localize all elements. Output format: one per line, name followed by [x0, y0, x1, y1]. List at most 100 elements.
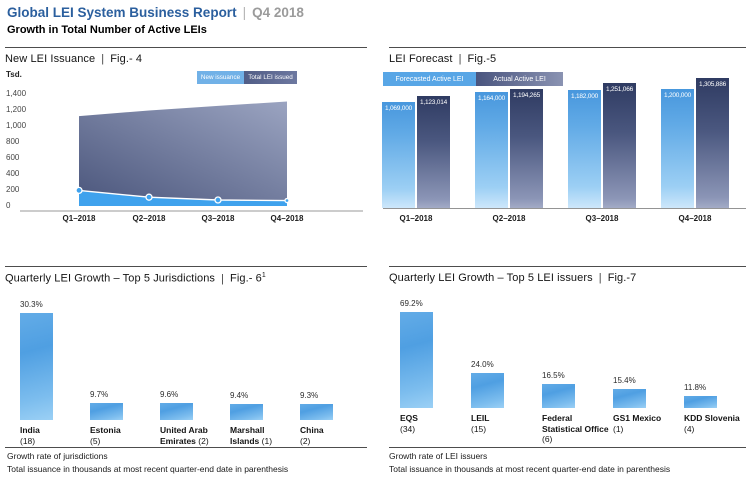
category-total: (1) — [259, 435, 273, 446]
fig7-footnote-1: Growth rate of LEI issuers — [389, 451, 488, 461]
divider-foot-right — [389, 447, 746, 448]
category-name: Emirates — [160, 435, 196, 446]
legend-item-actual-active-lei: Actual Active LEI — [476, 72, 563, 86]
xtick-label: Q4–2018 — [270, 214, 304, 223]
category-name: United Arab — [160, 425, 208, 435]
new-issuance-line — [78, 189, 288, 202]
ytick-label: 0 — [6, 201, 11, 210]
category-label-line: China — [300, 425, 324, 436]
xtick-label: Q3–2018 — [585, 214, 619, 223]
category-name: China — [300, 425, 324, 435]
category-label: KDD Slovenia (4) — [684, 413, 740, 434]
category-label: Estonia (5) — [90, 425, 121, 446]
fig7-title-text: Quarterly LEI Growth – Top 5 LEI issuers — [389, 272, 593, 284]
bar-value-label: 1,164,000 — [477, 95, 506, 103]
data-point-marker — [214, 196, 222, 204]
category-label-line: (4) — [684, 424, 740, 435]
category-total: (5) — [90, 435, 101, 446]
xtick-label: Q1–2018 — [399, 214, 433, 223]
category-label-line: Statistical Office — [542, 424, 609, 435]
title-separator: | — [242, 5, 247, 20]
jurisdiction-bar — [90, 403, 123, 420]
category-total: (1) — [613, 423, 624, 434]
percent-label: 9.6% — [160, 390, 179, 399]
fig4-area-chart — [20, 101, 363, 212]
ytick-label: 400 — [6, 169, 20, 178]
fig5-fig-label: Fig.-5 — [467, 53, 497, 65]
category-label: LEIL (15) — [471, 413, 489, 434]
divider-mid-right — [389, 266, 746, 267]
fig6-title-text: Quarterly LEI Growth – Top 5 Jurisdictio… — [5, 272, 216, 285]
percent-label: 16.5% — [542, 371, 565, 380]
percent-label: 15.4% — [613, 376, 636, 385]
report-subtitle: Growth in Total Number of Active LEIs — [7, 24, 207, 36]
bar-value-label: 1,200,000 — [663, 91, 692, 99]
xtick-label: Q2–2018 — [132, 214, 166, 223]
divider-mid-left — [5, 266, 367, 267]
fig6-title-sep: | — [221, 272, 224, 285]
category-label-line: (6) — [542, 434, 609, 445]
issuer-bar — [542, 384, 575, 408]
divider-foot-left — [5, 447, 367, 448]
category-name: Statistical Office — [542, 423, 609, 434]
fig6-footnote-2: Total issuance in thousands at most rece… — [7, 464, 289, 474]
category-label-line: (18) — [20, 436, 40, 447]
fig5-x-axis-line — [383, 208, 746, 209]
fig6-footnote-1: Growth rate of jurisdictions — [7, 451, 108, 461]
divider-top-right — [389, 47, 746, 48]
category-name: EQS — [400, 413, 418, 423]
area-series-total-lei-issued — [79, 101, 287, 201]
fig4-title: New LEI Issuance | Fig.- 4 — [5, 53, 142, 65]
category-label-line: KDD Slovenia — [684, 413, 740, 424]
category-label: GS1 Mexico (1) — [613, 413, 661, 434]
bar-value-label: 1,194,265 — [512, 92, 541, 100]
fig4-legend: New issuance Total LEI issued — [197, 71, 297, 84]
jurisdiction-bar — [300, 404, 333, 420]
category-label-line: Marshall — [230, 425, 272, 436]
category-label-line: LEIL — [471, 413, 489, 424]
jurisdiction-bar — [230, 404, 263, 420]
data-point-marker — [284, 197, 290, 204]
category-label: China (2) — [300, 425, 324, 446]
xtick-label: Q4–2018 — [678, 214, 712, 223]
percent-label: 69.2% — [400, 299, 423, 308]
fig6-title: Quarterly LEI Growth – Top 5 Jurisdictio… — [5, 272, 266, 285]
issuer-bar — [684, 396, 717, 408]
fig6-fig-label: Fig.- 6 — [230, 272, 262, 285]
forecast-bar: 1,182,000 — [568, 90, 601, 208]
xtick-label: Q3–2018 — [201, 214, 235, 223]
issuer-bar — [400, 312, 433, 408]
category-name: Estonia — [90, 425, 121, 435]
percent-label: 11.8% — [684, 383, 707, 392]
bar-value-label: 1,123,014 — [419, 99, 448, 107]
bar-value-label: 1,305,886 — [698, 81, 727, 88]
category-label-line: (5) — [90, 436, 121, 447]
category-label: India (18) — [20, 425, 40, 446]
actual-bar: 1,251,066 — [603, 83, 636, 208]
fig7-footnote-2: Total issuance in thousands at most rece… — [389, 464, 671, 474]
category-label-line: GS1 Mexico — [613, 413, 661, 424]
category-total: (4) — [684, 423, 695, 434]
category-total: (34) — [400, 423, 416, 434]
fig4-unit-label: Tsd. — [6, 70, 22, 79]
legend-label: Actual Active LEI — [493, 75, 546, 83]
ytick-label: 1,000 — [6, 121, 27, 130]
forecast-bar: 1,200,000 — [661, 88, 694, 208]
bar-value-label: 1,182,000 — [570, 93, 599, 101]
actual-bar: 1,305,886 — [696, 78, 729, 208]
percent-label: 24.0% — [471, 360, 494, 369]
category-total: (2) — [300, 435, 311, 446]
fig7-fig-label: Fig.-7 — [607, 272, 637, 284]
fig4-title-sep: | — [101, 53, 105, 65]
category-name: KDD Slovenia — [684, 413, 740, 423]
category-label-line: (15) — [471, 424, 489, 435]
category-label-line: (34) — [400, 424, 418, 435]
xtick-label: Q1–2018 — [62, 214, 96, 223]
category-total: (18) — [20, 435, 36, 446]
ytick-label: 800 — [6, 137, 20, 146]
category-label-line: Islands (1) — [230, 436, 272, 447]
legend-label: Forecasted Active LEI — [395, 75, 464, 83]
category-label-line: (1) — [613, 424, 661, 435]
percent-label: 30.3% — [20, 300, 43, 309]
